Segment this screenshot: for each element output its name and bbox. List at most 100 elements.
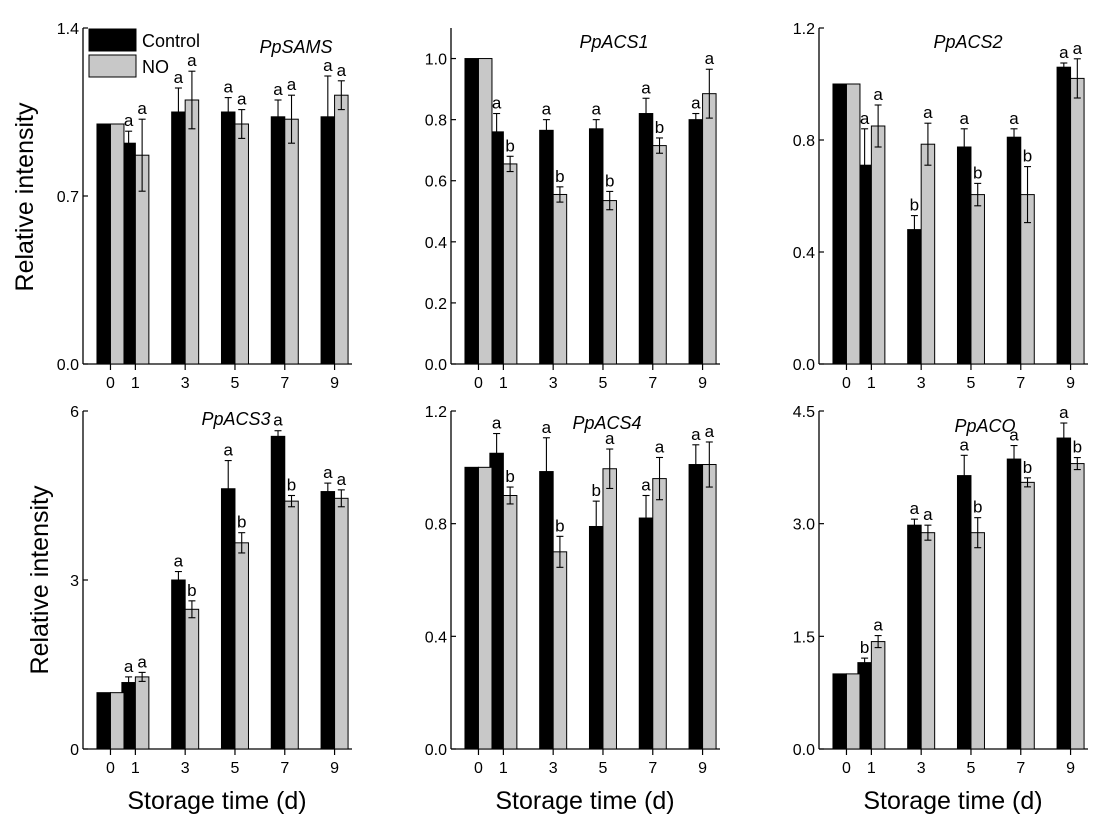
bar-control-9 [688, 119, 704, 365]
significance-label: a [237, 90, 247, 109]
bar-no-0 [109, 123, 125, 365]
x-tick-label: 7 [280, 760, 289, 777]
x-tick-label: 9 [330, 375, 339, 392]
bar-no-1 [502, 495, 518, 750]
significance-label: b [505, 467, 514, 486]
significance-label: a [1059, 403, 1069, 422]
bar-no-7 [1020, 481, 1035, 750]
y-axis-title-bottom: Relative intensity [26, 485, 54, 674]
significance-label: b [287, 476, 296, 495]
significance-label: a [1009, 426, 1019, 445]
panel-title: PpACS1 [579, 32, 648, 52]
x-tick-label: 5 [231, 760, 240, 777]
y-tick-label: 0 [70, 742, 79, 759]
y-tick-label: 6 [70, 404, 79, 421]
significance-label: b [1023, 458, 1032, 477]
bar-control-5 [956, 146, 972, 365]
bar-no-9 [334, 94, 349, 365]
legend-swatch-control [88, 28, 137, 52]
x-tick-label: 5 [231, 375, 240, 392]
panel-PpACS1: 0.0 0.2 0.4 0.6 0.8 1.0 0 1 3 5 7 9 a a a a a b b b b a PpACS1 [425, 28, 720, 392]
significance-label: a [705, 422, 715, 441]
significance-label: a [705, 49, 715, 68]
x-tick-label: 0 [474, 375, 483, 392]
x-tick-label: 5 [599, 760, 608, 777]
y-tick-label: 0.8 [425, 517, 447, 534]
bar-control-0 [832, 673, 847, 750]
panel-title: PpACS3 [201, 409, 270, 429]
bar-control-3 [171, 111, 186, 365]
x-tick-label: 7 [280, 375, 289, 392]
panel-title: PpACO [954, 416, 1015, 436]
bar-no-3 [920, 143, 936, 365]
significance-label: a [137, 99, 147, 118]
x-tick-label: 7 [1016, 375, 1025, 392]
x-tick-label: 3 [549, 760, 558, 777]
x-tick-label: 5 [967, 375, 976, 392]
bar-control-3 [171, 579, 186, 750]
significance-label: b [910, 196, 919, 215]
bar-control-3 [539, 471, 554, 750]
y-tick-label: 0.0 [793, 357, 815, 374]
significance-label: b [555, 167, 564, 186]
x-tick-label: 5 [599, 375, 608, 392]
significance-label: a [959, 435, 969, 454]
x-tick-label: 3 [917, 375, 926, 392]
x-tick-label: 0 [474, 760, 483, 777]
x-tick-label: 9 [1066, 760, 1075, 777]
significance-label: a [337, 61, 347, 80]
bar-no-9 [1070, 77, 1085, 365]
x-tick-label: 3 [549, 375, 558, 392]
significance-label: a [137, 652, 147, 671]
y-tick-label: 0.2 [425, 296, 447, 313]
x-tick-label: 5 [967, 760, 976, 777]
bar-no-7 [652, 145, 667, 365]
bar-control-3 [539, 129, 554, 365]
bar-control-7 [638, 517, 654, 750]
y-tick-label: 0.0 [425, 357, 447, 374]
bar-no-0 [845, 673, 861, 750]
bar-no-5 [970, 194, 985, 365]
bar-control-5 [220, 488, 236, 750]
bar-no-9 [702, 464, 717, 750]
y-tick-label: 1.2 [793, 21, 815, 38]
x-tick-label: 7 [1016, 760, 1025, 777]
y-tick-label: 0.6 [425, 174, 447, 191]
y-tick-label: 0.8 [425, 113, 447, 130]
bar-no-7 [652, 478, 667, 750]
significance-label: a [323, 463, 333, 482]
bar-no-1 [134, 676, 150, 750]
bar-no-3 [184, 608, 200, 750]
significance-label: a [1009, 109, 1019, 128]
panel-title: PpACS2 [933, 32, 1002, 52]
bar-control-9 [1056, 66, 1072, 365]
significance-label: a [923, 103, 933, 122]
bar-no-0 [845, 83, 861, 365]
significance-label: a [1059, 43, 1069, 62]
y-tick-label: 3 [70, 573, 79, 590]
x-tick-label: 1 [867, 760, 876, 777]
significance-label: b [237, 513, 246, 532]
y-tick-label: 1.5 [793, 629, 815, 646]
y-tick-label: 0.4 [425, 235, 447, 252]
bar-control-9 [320, 491, 336, 750]
bar-control-5 [956, 475, 972, 750]
y-tick-label: 0.0 [57, 357, 79, 374]
significance-label: b [605, 171, 614, 190]
x-tick-label: 3 [181, 375, 190, 392]
y-tick-label: 4.5 [793, 404, 815, 421]
significance-label: a [492, 414, 502, 433]
x-tick-label: 0 [842, 760, 851, 777]
significance-label: a [287, 75, 297, 94]
significance-label: b [555, 516, 564, 535]
significance-label: b [860, 638, 869, 657]
bar-control-7 [1006, 458, 1022, 750]
y-tick-label: 1.2 [425, 404, 447, 421]
bar-no-0 [109, 692, 125, 750]
significance-label: a [124, 111, 134, 130]
significance-label: a [873, 85, 883, 104]
bar-no-1 [502, 163, 518, 365]
